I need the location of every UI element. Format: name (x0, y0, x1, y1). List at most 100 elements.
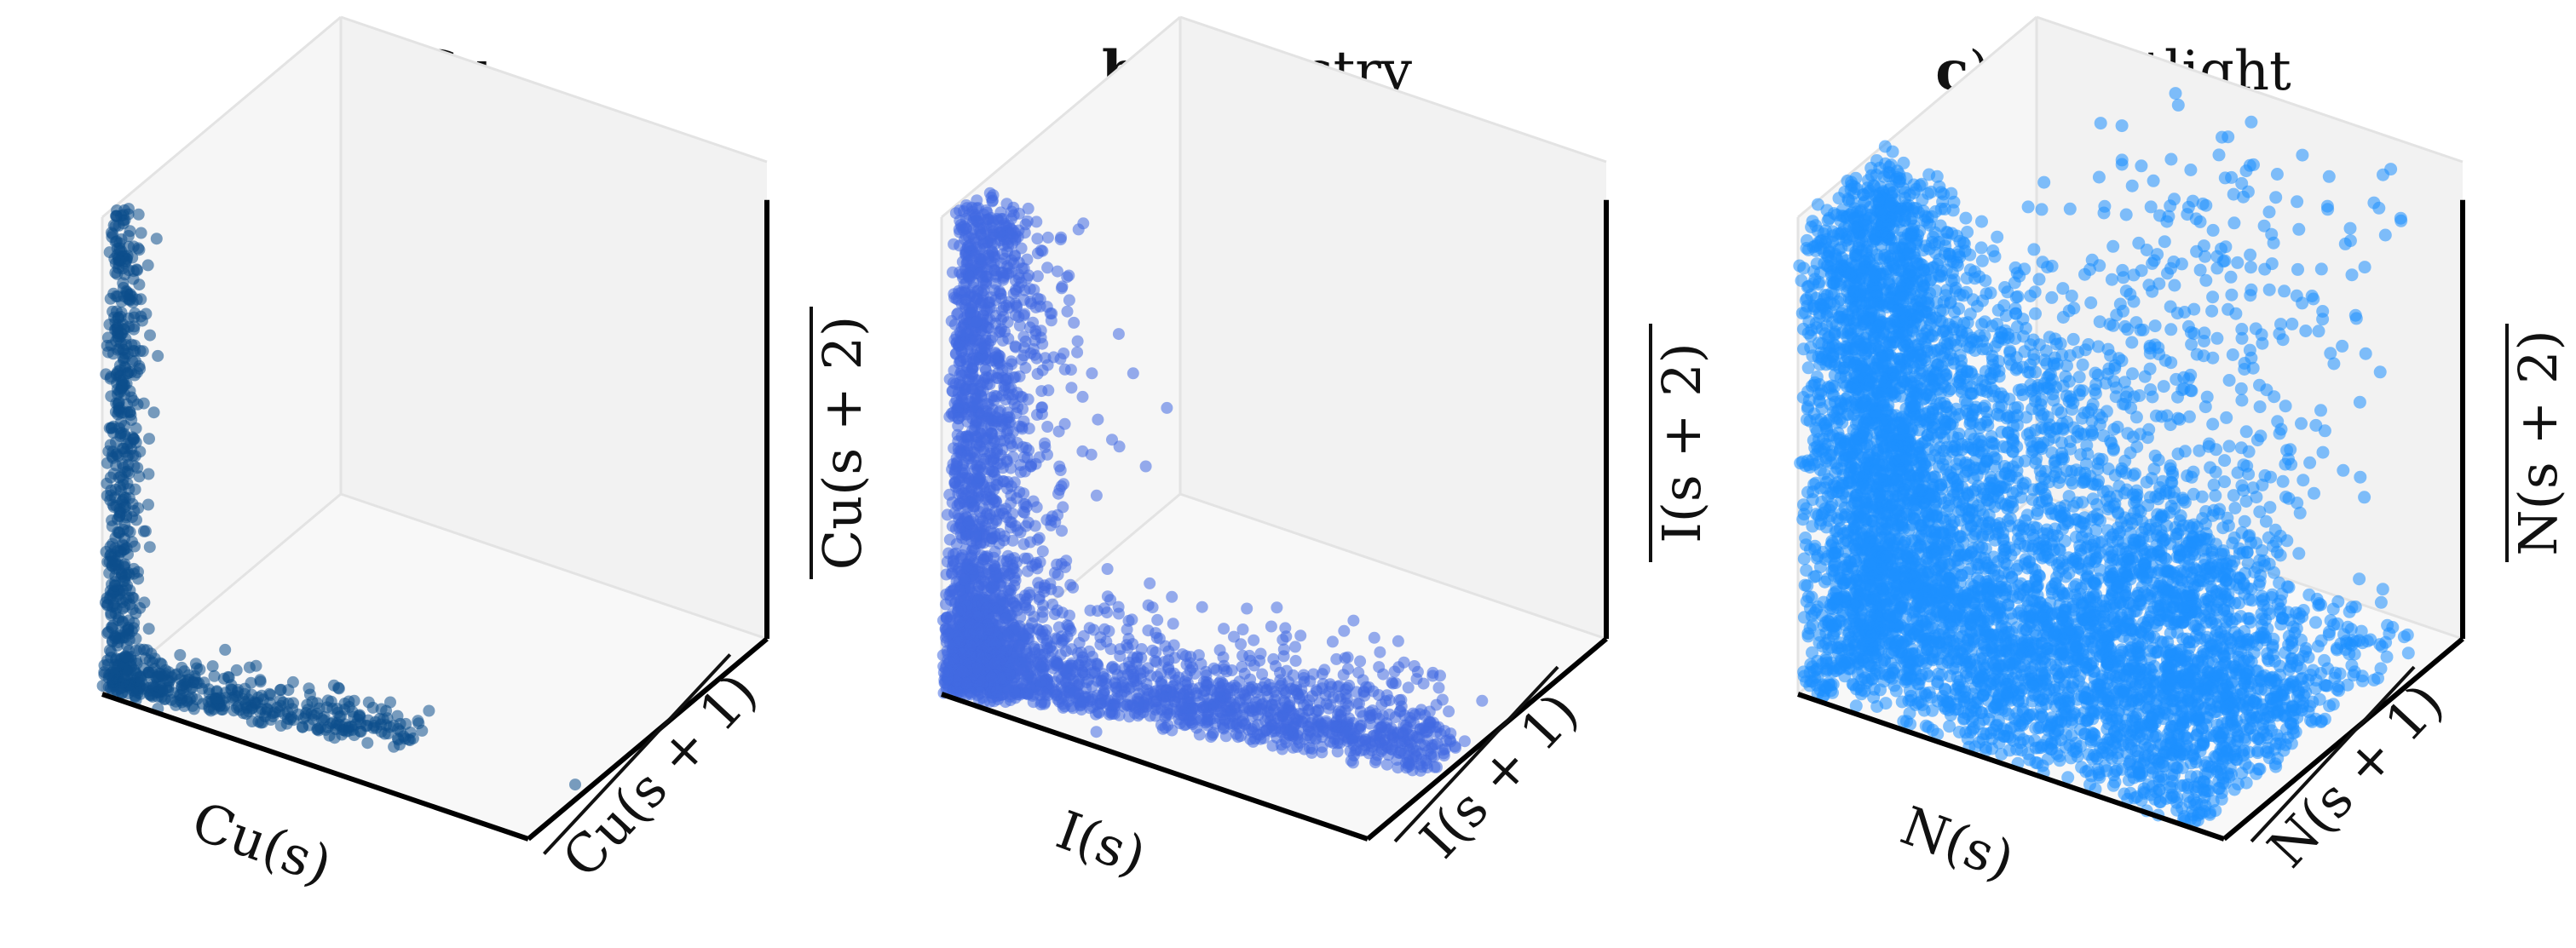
scatter-point (1127, 638, 1139, 651)
scatter-point (2279, 399, 2292, 413)
scatter-point (970, 531, 982, 543)
scatter-point (2247, 158, 2260, 171)
scatter-point (2308, 486, 2320, 500)
scatter-point (1397, 656, 1410, 669)
scatter-point (1289, 654, 1302, 667)
scatter-point (936, 614, 949, 627)
scatter-point (112, 319, 124, 331)
scatter-point (2147, 254, 2161, 267)
scatter-point (2378, 228, 2392, 242)
scatter-point (2297, 474, 2310, 487)
scatter-point (1200, 669, 1213, 681)
scatter-point (1316, 731, 1328, 744)
scatter-point (96, 680, 109, 692)
scatter-point (2227, 187, 2240, 201)
scatter-point (2243, 343, 2256, 357)
scatter-point (203, 703, 216, 715)
scatter-point (1036, 545, 1049, 558)
scatter-point (991, 604, 1004, 617)
scatter-point (255, 716, 268, 729)
scatter-point (1392, 726, 1405, 738)
scatter-point (1002, 261, 1015, 274)
scatter-point (189, 658, 202, 670)
scatter-point (980, 364, 992, 376)
scatter-point (1049, 632, 1062, 645)
scatter-point (2380, 650, 2394, 664)
scatter-point (274, 720, 287, 732)
scatter-point (1394, 704, 1407, 717)
scatter-point (2278, 284, 2291, 298)
scatter-point (119, 650, 132, 663)
scatter-point (2367, 196, 2381, 210)
scatter-point (2245, 115, 2258, 129)
scatter-point (941, 508, 954, 521)
scatter-point (1063, 609, 1075, 622)
scatter-point (2309, 616, 2322, 629)
scatter-point (1176, 648, 1189, 661)
scatter-point (1060, 645, 1072, 658)
axes-panes (101, 15, 768, 839)
y-axis-overline (542, 653, 732, 855)
scatter-point (2307, 292, 2320, 306)
scatter-point (142, 623, 155, 635)
scatter-point (569, 779, 581, 791)
scatter-point (107, 501, 120, 514)
scatter-point (2359, 347, 2372, 360)
scatter-point (105, 227, 118, 239)
scatter-point (1022, 393, 1034, 405)
scatter-point (1346, 756, 1359, 769)
scatter-point (308, 709, 320, 721)
scatter-point (990, 685, 1003, 698)
scatter-point (981, 425, 994, 437)
scatter-point (100, 368, 112, 381)
scatter-point (1076, 651, 1089, 664)
scatter-point (1103, 708, 1115, 721)
scatter-point (1126, 613, 1138, 626)
scatter-point (117, 209, 130, 221)
scatter-point (996, 248, 1009, 261)
scatter-point (952, 412, 965, 424)
scatter-point (2353, 572, 2366, 586)
scatter-point (1403, 756, 1415, 768)
scatter-point (954, 497, 966, 510)
scatter-point (988, 657, 1001, 669)
scatter-point (297, 721, 308, 733)
scatter-point (1134, 672, 1147, 685)
scatter-point (1287, 741, 1300, 754)
scatter-point (1266, 739, 1279, 752)
scatter-point (104, 439, 117, 451)
scatter-point (2235, 323, 2249, 336)
scatter-point (1057, 478, 1070, 491)
scatter-point (1092, 413, 1104, 426)
scatter-point (2115, 158, 2129, 171)
scatter-point (118, 571, 131, 583)
scatter-point (130, 607, 142, 619)
scatter-point (2322, 169, 2336, 183)
scatter-point (1033, 658, 1046, 671)
scatter-point (2320, 199, 2334, 213)
scatter-point (245, 688, 258, 701)
scatter-point (2269, 191, 2283, 204)
scatter-point (1167, 618, 1179, 630)
z-axis-label-group: Cu(s + 2) (810, 307, 873, 579)
scatter-point (1402, 681, 1415, 694)
scatter-point (144, 329, 156, 342)
scatter-point (1254, 647, 1267, 660)
scatter-point (961, 256, 974, 268)
scatter-point (1023, 586, 1035, 599)
scatter-point (129, 369, 141, 382)
scatter-point (1339, 726, 1351, 738)
scatter-point (1392, 635, 1404, 647)
scatter-point (142, 498, 154, 511)
scatter-point (124, 288, 136, 301)
scatter-point (2212, 148, 2226, 162)
scatter-point (1167, 689, 1179, 702)
scatter-point (983, 695, 996, 708)
scatter-point (1166, 590, 1179, 603)
scatter-point (2164, 199, 2177, 213)
scatter-point (1071, 335, 1084, 348)
pane-edge (1179, 492, 1607, 641)
y-axis-line (527, 636, 769, 842)
scatter-point (1118, 685, 1131, 698)
scatter-point (2314, 404, 2327, 417)
